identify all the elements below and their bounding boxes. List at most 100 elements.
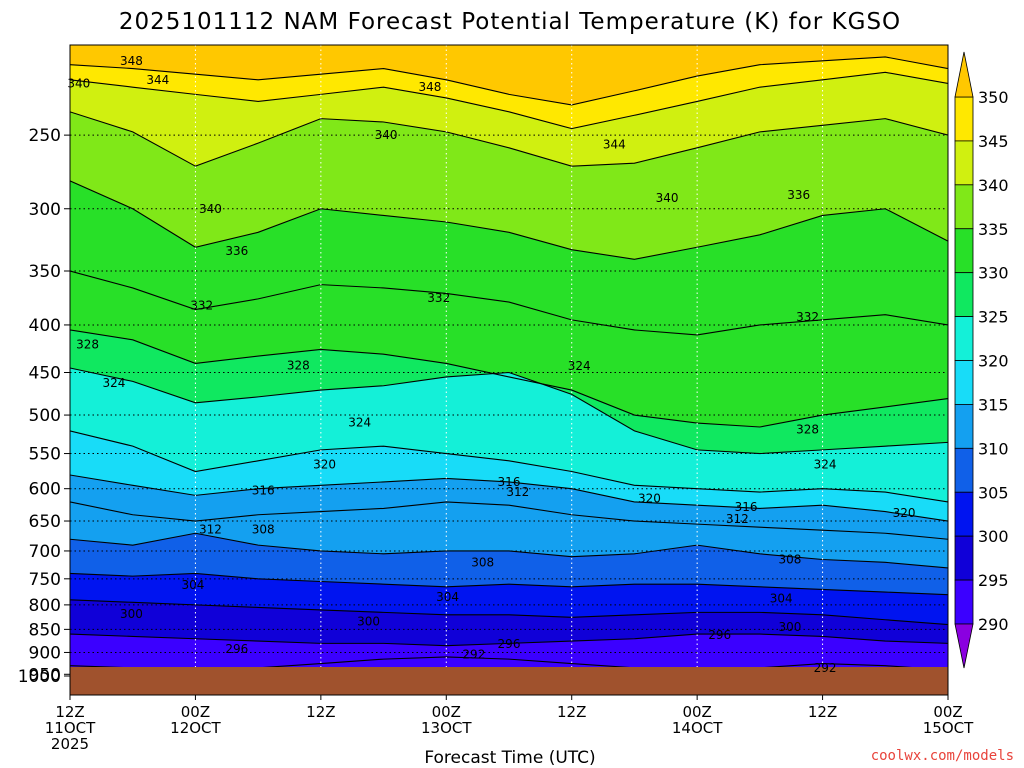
y-tick-label-950: 950: [29, 665, 61, 685]
x-tick-label-7-1: 15OCT: [923, 719, 974, 737]
colorbar-label-320: 320: [978, 352, 1009, 371]
contour-label-324: 324: [102, 376, 125, 390]
colorbar-segment-295: [954, 579, 974, 625]
colorbar-label-345: 345: [978, 132, 1009, 151]
contour-label-304: 304: [181, 578, 204, 592]
contour-label-320: 320: [893, 506, 916, 520]
colorbar-segment-320: [954, 360, 974, 405]
contour-label-340: 340: [67, 76, 90, 90]
colorbar-label-335: 335: [978, 220, 1009, 239]
colorbar-segment-315: [954, 404, 974, 449]
chart-title: 2025101112 NAM Forecast Potential Temper…: [119, 9, 901, 35]
y-tick-label-900: 900: [29, 643, 61, 663]
colorbar-label-290: 290: [978, 615, 1009, 634]
colorbar: 290 295 300 305 310 315 320 325 330 335 340 345 350: [954, 51, 1009, 669]
contour-label-296: 296: [225, 642, 248, 656]
isotherm-336: [70, 180, 948, 260]
y-tick-label-750: 750: [29, 570, 61, 590]
colorbar-label-350: 350: [978, 88, 1009, 107]
contour-label-300: 300: [357, 615, 380, 629]
colorbar-label-310: 310: [978, 439, 1009, 458]
y-tick-label-1000: 1000: [18, 667, 61, 687]
contour-label-344: 344: [146, 73, 169, 87]
colorbar-segment-300: [954, 535, 974, 581]
contour-label-332: 332: [796, 310, 819, 324]
y-tick-label-300: 300: [29, 200, 61, 220]
contour-label-316: 316: [735, 500, 758, 514]
x-axis-label: Forecast Time (UTC): [424, 748, 595, 768]
x-tick-label-6-0: 12Z: [808, 703, 837, 721]
contour-label-328: 328: [796, 422, 819, 436]
y-tick-label-700: 700: [29, 542, 61, 562]
contour-label-340: 340: [375, 128, 398, 142]
contour-label-344: 344: [603, 138, 626, 152]
colorbar-segment-310: [954, 447, 974, 493]
contour-label-316: 316: [252, 484, 275, 498]
contour-label-336: 336: [225, 244, 248, 258]
contour-label-324: 324: [814, 457, 837, 471]
isotherm-328: [70, 329, 948, 428]
contour-label-300: 300: [120, 607, 143, 621]
contour-label-324: 324: [568, 359, 591, 373]
x-tick-label-5-1: 14OCT: [672, 719, 723, 737]
contour-label-312: 312: [199, 523, 222, 537]
contour-label-308: 308: [471, 555, 494, 569]
x-tick-label-5-0: 00Z: [682, 703, 711, 721]
colorbar-top-arrow: [954, 51, 974, 98]
colorbar-segment-350: [954, 96, 974, 142]
isotherm-296: [70, 633, 948, 647]
contour-label-308: 308: [252, 523, 275, 537]
x-tick-label-0-2: 2025: [51, 735, 89, 753]
isotherm-332: [70, 270, 948, 336]
contour-label-320: 320: [313, 457, 336, 471]
theta-contour-lines: [70, 56, 948, 667]
y-tick-label-400: 400: [29, 316, 61, 336]
x-tick-label-7-0: 00Z: [933, 703, 962, 721]
y-tick-label-500: 500: [29, 406, 61, 426]
theta-filled-contours: [70, 45, 948, 667]
contour-label-336: 336: [787, 188, 810, 202]
contour-label-340: 340: [199, 202, 222, 216]
x-tick-label-1-0: 00Z: [181, 703, 210, 721]
contour-label-312: 312: [726, 512, 749, 526]
contour-label-292: 292: [462, 648, 485, 662]
colorbar-label-340: 340: [978, 176, 1009, 195]
contour-label-320: 320: [638, 492, 661, 506]
colorbar-label-330: 330: [978, 264, 1009, 283]
y-axis-ticks: 250 300 350 400 450 500 550 600 650 700 750 800 850 9…: [18, 126, 70, 687]
y-tick-label-650: 650: [29, 512, 61, 532]
isotherm-308: [70, 532, 948, 569]
isotherm-292: [70, 656, 913, 667]
x-tick-label-0-0: 12Z: [55, 703, 84, 721]
contour-label-304: 304: [436, 590, 459, 604]
contour-label-300: 300: [779, 620, 802, 634]
colorbar-segment-340: [954, 184, 974, 230]
credit-text: coolwx.com/models: [871, 748, 1014, 764]
colorbar-segment-330: [954, 272, 974, 317]
colorbar-segment-335: [954, 228, 974, 274]
contour-label-328: 328: [287, 358, 310, 372]
x-tick-label-3-1: 13OCT: [421, 719, 472, 737]
contour-label-348: 348: [419, 80, 442, 94]
contour-label-340: 340: [656, 191, 679, 205]
contour-label-296: 296: [708, 628, 731, 642]
colorbar-bottom-arrow: [954, 623, 974, 669]
y-tick-label-450: 450: [29, 364, 61, 384]
isotherm-324: [70, 367, 948, 455]
isotherm-316: [70, 474, 948, 522]
y-tick-label-800: 800: [29, 596, 61, 616]
colorbar-label-305: 305: [978, 483, 1009, 502]
contour-label-332: 332: [190, 298, 213, 312]
isotherm-312: [70, 501, 948, 540]
y-tick-label-250: 250: [29, 126, 61, 146]
contour-label-324: 324: [348, 415, 371, 429]
x-tick-label-1-1: 12OCT: [170, 719, 221, 737]
colorbar-label-300: 300: [978, 527, 1009, 546]
isotherm-320: [70, 430, 948, 503]
contour-label-348: 348: [120, 54, 143, 68]
contour-label-312: 312: [506, 485, 529, 499]
y-tick-label-600: 600: [29, 480, 61, 500]
contour-label-304: 304: [770, 591, 793, 605]
